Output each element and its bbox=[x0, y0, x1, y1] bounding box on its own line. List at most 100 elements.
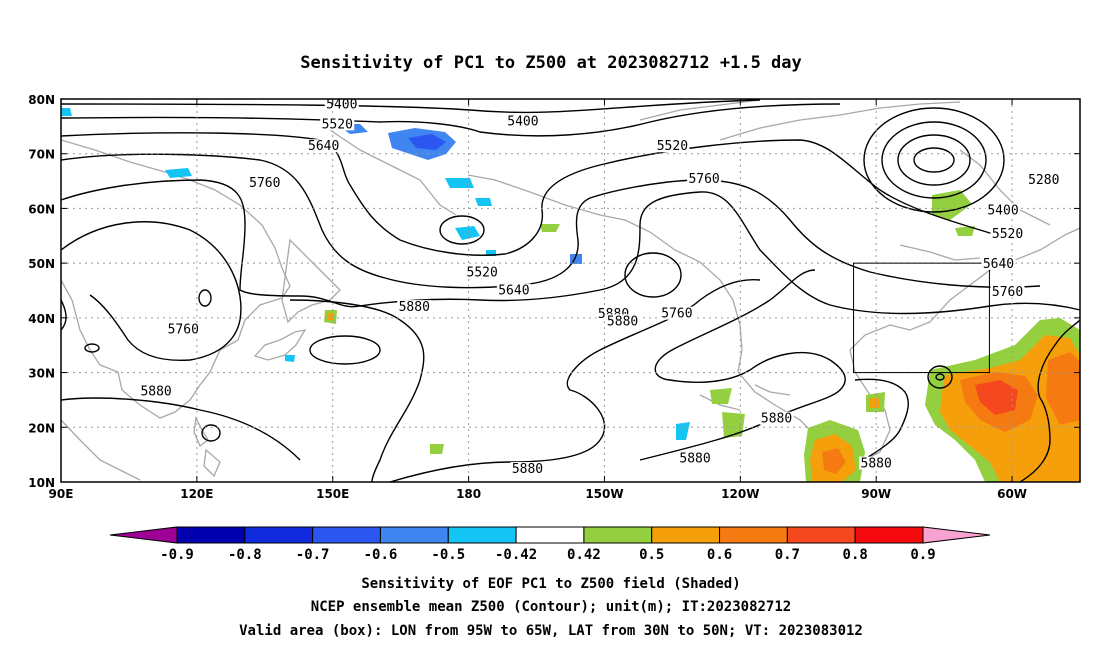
colorbar-max-triangle bbox=[922, 526, 991, 544]
contour-label-bg bbox=[320, 117, 355, 131]
contour-label: 5760 bbox=[688, 172, 719, 187]
contour-label: 5280 bbox=[1028, 173, 1059, 188]
contour-label: 5520 bbox=[992, 227, 1023, 242]
contour-label: 5880 bbox=[512, 462, 543, 477]
contour-label: 5880 bbox=[140, 384, 171, 399]
caption-line-2: NCEP ensemble mean Z500 (Contour); unit(… bbox=[311, 599, 791, 615]
x-tick-label: 120W bbox=[721, 487, 759, 501]
caption-line-3: Valid area (box): LON from 95W to 65W, L… bbox=[239, 623, 863, 639]
colorbar-tick-label: 0.42 bbox=[567, 547, 601, 563]
contour-label: 5760 bbox=[168, 323, 199, 338]
colorbar-tick-label: -0.8 bbox=[228, 547, 262, 563]
contour-label: 5640 bbox=[498, 284, 529, 299]
contour-label: 5520 bbox=[467, 266, 498, 281]
colorbar-swatch bbox=[719, 526, 788, 544]
contour-label: 5880 bbox=[861, 457, 892, 472]
chart-title: Sensitivity of PC1 to Z500 at 2023082712… bbox=[300, 53, 802, 73]
colorbar-tick-label: 0.8 bbox=[843, 547, 868, 563]
colorbar-tick-label: -0.7 bbox=[296, 547, 330, 563]
contour-label-bg bbox=[1026, 173, 1061, 187]
contour-label-bg bbox=[139, 384, 174, 398]
contour-label: 5520 bbox=[657, 139, 688, 154]
contour-label: 5640 bbox=[308, 139, 339, 154]
contour-label-bg bbox=[655, 139, 690, 153]
y-tick-label: 10N bbox=[28, 476, 55, 490]
colorbar-tick-label: -0.6 bbox=[364, 547, 398, 563]
colorbar-tick-label: -0.5 bbox=[431, 547, 465, 563]
contour-label-bg bbox=[759, 411, 794, 425]
contour-label-bg bbox=[247, 175, 282, 189]
contour-label-bg bbox=[465, 265, 500, 279]
colorbar-swatch bbox=[583, 526, 653, 544]
contour-label-bg bbox=[990, 226, 1025, 240]
contour-label: 5880 bbox=[399, 300, 430, 315]
valid-area-box bbox=[853, 262, 990, 374]
contour-label-bg bbox=[678, 451, 713, 465]
y-tick-label: 50N bbox=[28, 257, 55, 271]
contour-label-bg bbox=[505, 114, 540, 128]
contour-label-bg bbox=[981, 256, 1016, 270]
colorbar-swatch bbox=[786, 526, 856, 544]
contour-label: 5880 bbox=[607, 314, 638, 329]
colorbar-tick-label: 0.9 bbox=[910, 547, 935, 563]
y-tick-label: 20N bbox=[28, 421, 55, 435]
x-tick-label: 90W bbox=[861, 487, 891, 501]
x-tick-label: 150E bbox=[316, 487, 349, 501]
colorbar-swatch bbox=[515, 526, 585, 544]
contour-label: 5760 bbox=[249, 176, 280, 191]
colorbar: -0.9 -0.8 -0.7 -0.6 -0.5 -0.42 0.42 0.5 0.6 0.7 0.… bbox=[109, 526, 991, 563]
colorbar-tick-label: -0.9 bbox=[160, 547, 194, 563]
x-tick-label: 60W bbox=[997, 487, 1027, 501]
contour-label-bg bbox=[510, 462, 545, 476]
colorbar-swatch bbox=[447, 526, 517, 544]
contour-label: 5880 bbox=[761, 412, 792, 427]
colorbar-tick-label: 0.7 bbox=[775, 547, 800, 563]
colorbar-swatch bbox=[244, 526, 314, 544]
colorbar-swatch bbox=[854, 526, 924, 544]
contour-label-bg bbox=[859, 456, 894, 470]
contour-label: 5400 bbox=[326, 98, 357, 113]
contour-label-bg bbox=[986, 203, 1021, 217]
y-tick-label: 60N bbox=[28, 202, 55, 216]
x-tick-label: 180 bbox=[456, 487, 481, 501]
contour-label: 5760 bbox=[992, 285, 1023, 300]
axes: 90E 120E 150E 180 150W 120W 90W 60W 10N 20N 30N 40N… bbox=[28, 93, 1080, 501]
y-tick-label: 40N bbox=[28, 312, 55, 326]
colorbar-swatch bbox=[312, 526, 381, 544]
x-tick-label: 90E bbox=[49, 487, 74, 501]
contour-label-bg bbox=[324, 99, 359, 111]
contour-label-bg bbox=[990, 284, 1025, 298]
y-tick-label: 80N bbox=[28, 93, 55, 107]
x-tick-label: 120E bbox=[180, 487, 213, 501]
contour-label: 5400 bbox=[987, 203, 1018, 218]
contour-label: 5400 bbox=[507, 115, 538, 130]
contour-label-bg bbox=[659, 306, 694, 320]
contour-label: 5520 bbox=[322, 117, 353, 132]
y-tick-label: 70N bbox=[28, 148, 55, 162]
contour-label-bg bbox=[306, 139, 341, 153]
colorbar-tick-label: 0.6 bbox=[707, 547, 732, 563]
contour-label-bg bbox=[687, 172, 722, 186]
colorbar-swatch bbox=[651, 526, 721, 544]
contour-label: 5760 bbox=[661, 307, 692, 322]
contour-label-bg bbox=[166, 322, 201, 336]
contour-label-bg bbox=[496, 283, 531, 297]
x-tick-label: 150W bbox=[585, 487, 623, 501]
colorbar-tick-label: 0.5 bbox=[639, 547, 664, 563]
gridlines bbox=[61, 99, 1080, 482]
contour-label-bg bbox=[605, 314, 640, 328]
colorbar-tick-label: -0.42 bbox=[495, 547, 537, 563]
sensitivity-shading bbox=[61, 108, 1080, 482]
contour-label-bg bbox=[397, 300, 432, 314]
colorbar-min-triangle bbox=[109, 526, 178, 544]
colorbar-swatch bbox=[176, 526, 246, 544]
colorbar-swatch bbox=[379, 526, 449, 544]
contour-label: 5880 bbox=[679, 452, 710, 467]
plot-frame bbox=[60, 98, 1081, 483]
contour-label: 5640 bbox=[983, 257, 1014, 272]
y-tick-label: 30N bbox=[28, 367, 55, 381]
caption-line-1: Sensitivity of EOF PC1 to Z500 field (Sh… bbox=[361, 576, 740, 592]
